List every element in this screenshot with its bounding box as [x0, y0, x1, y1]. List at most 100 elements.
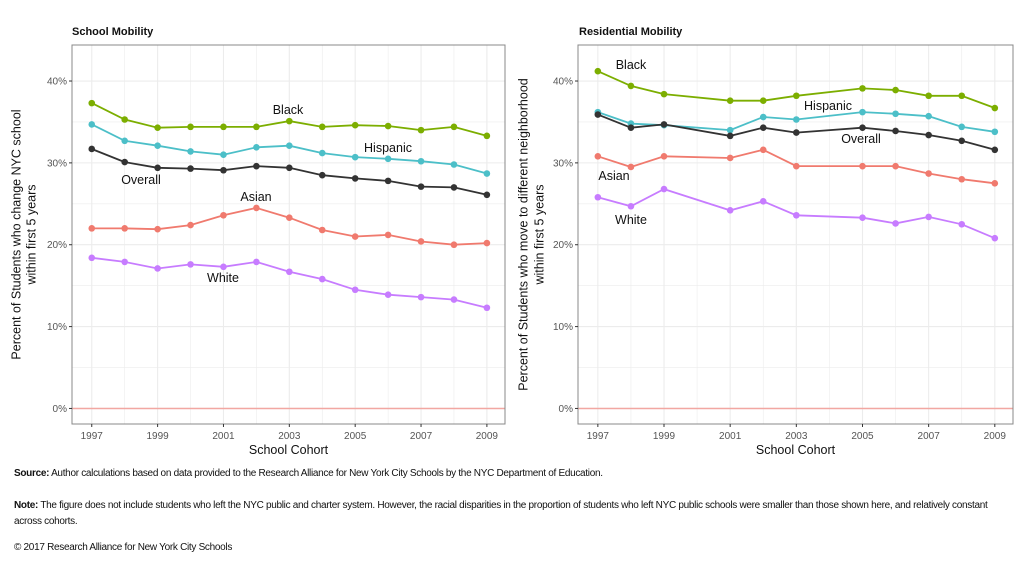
data-point: [121, 158, 128, 166]
data-point: [88, 99, 96, 107]
data-point: [892, 86, 899, 94]
series-white: White: [88, 254, 491, 312]
data-point: [627, 163, 635, 171]
x-tick-label: 2001: [719, 431, 742, 442]
data-point: [726, 132, 734, 140]
chart-panel-school: School Mobility 0% 10% 20% 30% 40% 1997 1999 200…: [9, 26, 506, 457]
data-point: [318, 275, 326, 283]
data-point: [253, 204, 260, 212]
data-point: [286, 214, 293, 222]
data-point: [450, 184, 458, 191]
data-point: [991, 180, 999, 187]
data-point: [483, 304, 491, 312]
data-point: [121, 137, 128, 145]
data-point: [88, 254, 96, 262]
data-point: [958, 175, 966, 183]
data-point: [859, 108, 866, 116]
data-point: [660, 153, 668, 160]
data-point: [991, 128, 999, 136]
series-label: White: [207, 271, 239, 285]
data-point: [253, 123, 260, 131]
y-tick-label: 10%: [553, 322, 573, 333]
y-axis-label: within first 5 years: [532, 184, 546, 285]
y-axis-label: within first 5 years: [24, 184, 38, 285]
data-point: [154, 225, 161, 233]
data-point: [958, 92, 966, 100]
series-label: Overall: [841, 132, 881, 146]
x-tick-label: 2007: [410, 431, 433, 442]
series-label: Hispanic: [804, 99, 852, 113]
data-point: [958, 123, 966, 131]
y-tick-label: 0%: [53, 404, 68, 415]
chart-title: School Mobility: [72, 26, 154, 38]
data-point: [660, 90, 668, 98]
data-point: [759, 97, 767, 104]
data-point: [220, 166, 227, 174]
data-point: [991, 234, 999, 242]
data-point: [154, 142, 161, 149]
data-point: [991, 146, 999, 154]
series-label: Black: [273, 103, 304, 117]
data-point: [450, 123, 458, 131]
data-point: [220, 123, 227, 131]
data-point: [483, 170, 491, 177]
data-point: [187, 148, 194, 155]
x-tick-label: 2009: [476, 431, 499, 442]
data-point: [384, 231, 392, 239]
data-point: [892, 162, 899, 170]
data-point: [483, 239, 491, 247]
data-point: [450, 241, 458, 249]
data-point: [318, 123, 326, 131]
data-point: [892, 127, 899, 135]
y-axis-label: Percent of Students who change NYC schoo…: [9, 109, 23, 359]
copyright: © 2017 Research Alliance for New York Ci…: [14, 542, 233, 553]
data-point: [594, 153, 602, 160]
data-point: [793, 162, 800, 170]
data-point: [417, 238, 425, 245]
x-tick-label: 1997: [587, 431, 610, 442]
data-point: [925, 170, 932, 177]
series-black: Black: [88, 99, 491, 140]
data-point: [384, 291, 392, 298]
data-point: [351, 153, 359, 161]
chart-title: Residential Mobility: [579, 26, 683, 38]
data-point: [187, 165, 194, 172]
data-point: [417, 183, 425, 190]
plot-border: [71, 44, 506, 425]
series-hispanic: Hispanic: [88, 121, 491, 177]
data-point: [187, 123, 194, 131]
series-label: Black: [616, 58, 647, 72]
data-point: [483, 132, 491, 140]
data-point: [793, 211, 800, 219]
series-asian: Asian: [88, 190, 491, 249]
data-point: [154, 265, 161, 272]
x-tick-label: 2001: [212, 431, 235, 442]
data-point: [417, 293, 425, 301]
data-point: [187, 221, 194, 229]
data-point: [892, 220, 899, 227]
series-label: Hispanic: [364, 141, 412, 155]
data-point: [253, 162, 260, 170]
x-tick-label: 2007: [918, 431, 941, 442]
data-point: [154, 124, 161, 131]
data-point: [253, 144, 260, 151]
figure-note: Note: The figure does not include studen…: [14, 498, 1004, 530]
source-text: Author calculations based on data provid…: [49, 468, 603, 479]
data-point: [594, 67, 602, 75]
data-point: [286, 142, 293, 149]
data-point: [417, 157, 425, 165]
data-point: [286, 164, 293, 172]
data-point: [859, 162, 866, 170]
data-point: [351, 286, 359, 294]
data-point: [351, 233, 359, 240]
data-point: [121, 258, 128, 266]
data-point: [660, 121, 668, 128]
x-axis-label: School Cohort: [756, 443, 836, 457]
data-point: [154, 164, 161, 172]
data-point: [220, 263, 227, 271]
data-point: [759, 198, 767, 205]
data-point: [384, 155, 392, 163]
data-point: [759, 146, 767, 154]
x-axis-label: School Cohort: [249, 443, 329, 457]
data-point: [726, 126, 734, 134]
